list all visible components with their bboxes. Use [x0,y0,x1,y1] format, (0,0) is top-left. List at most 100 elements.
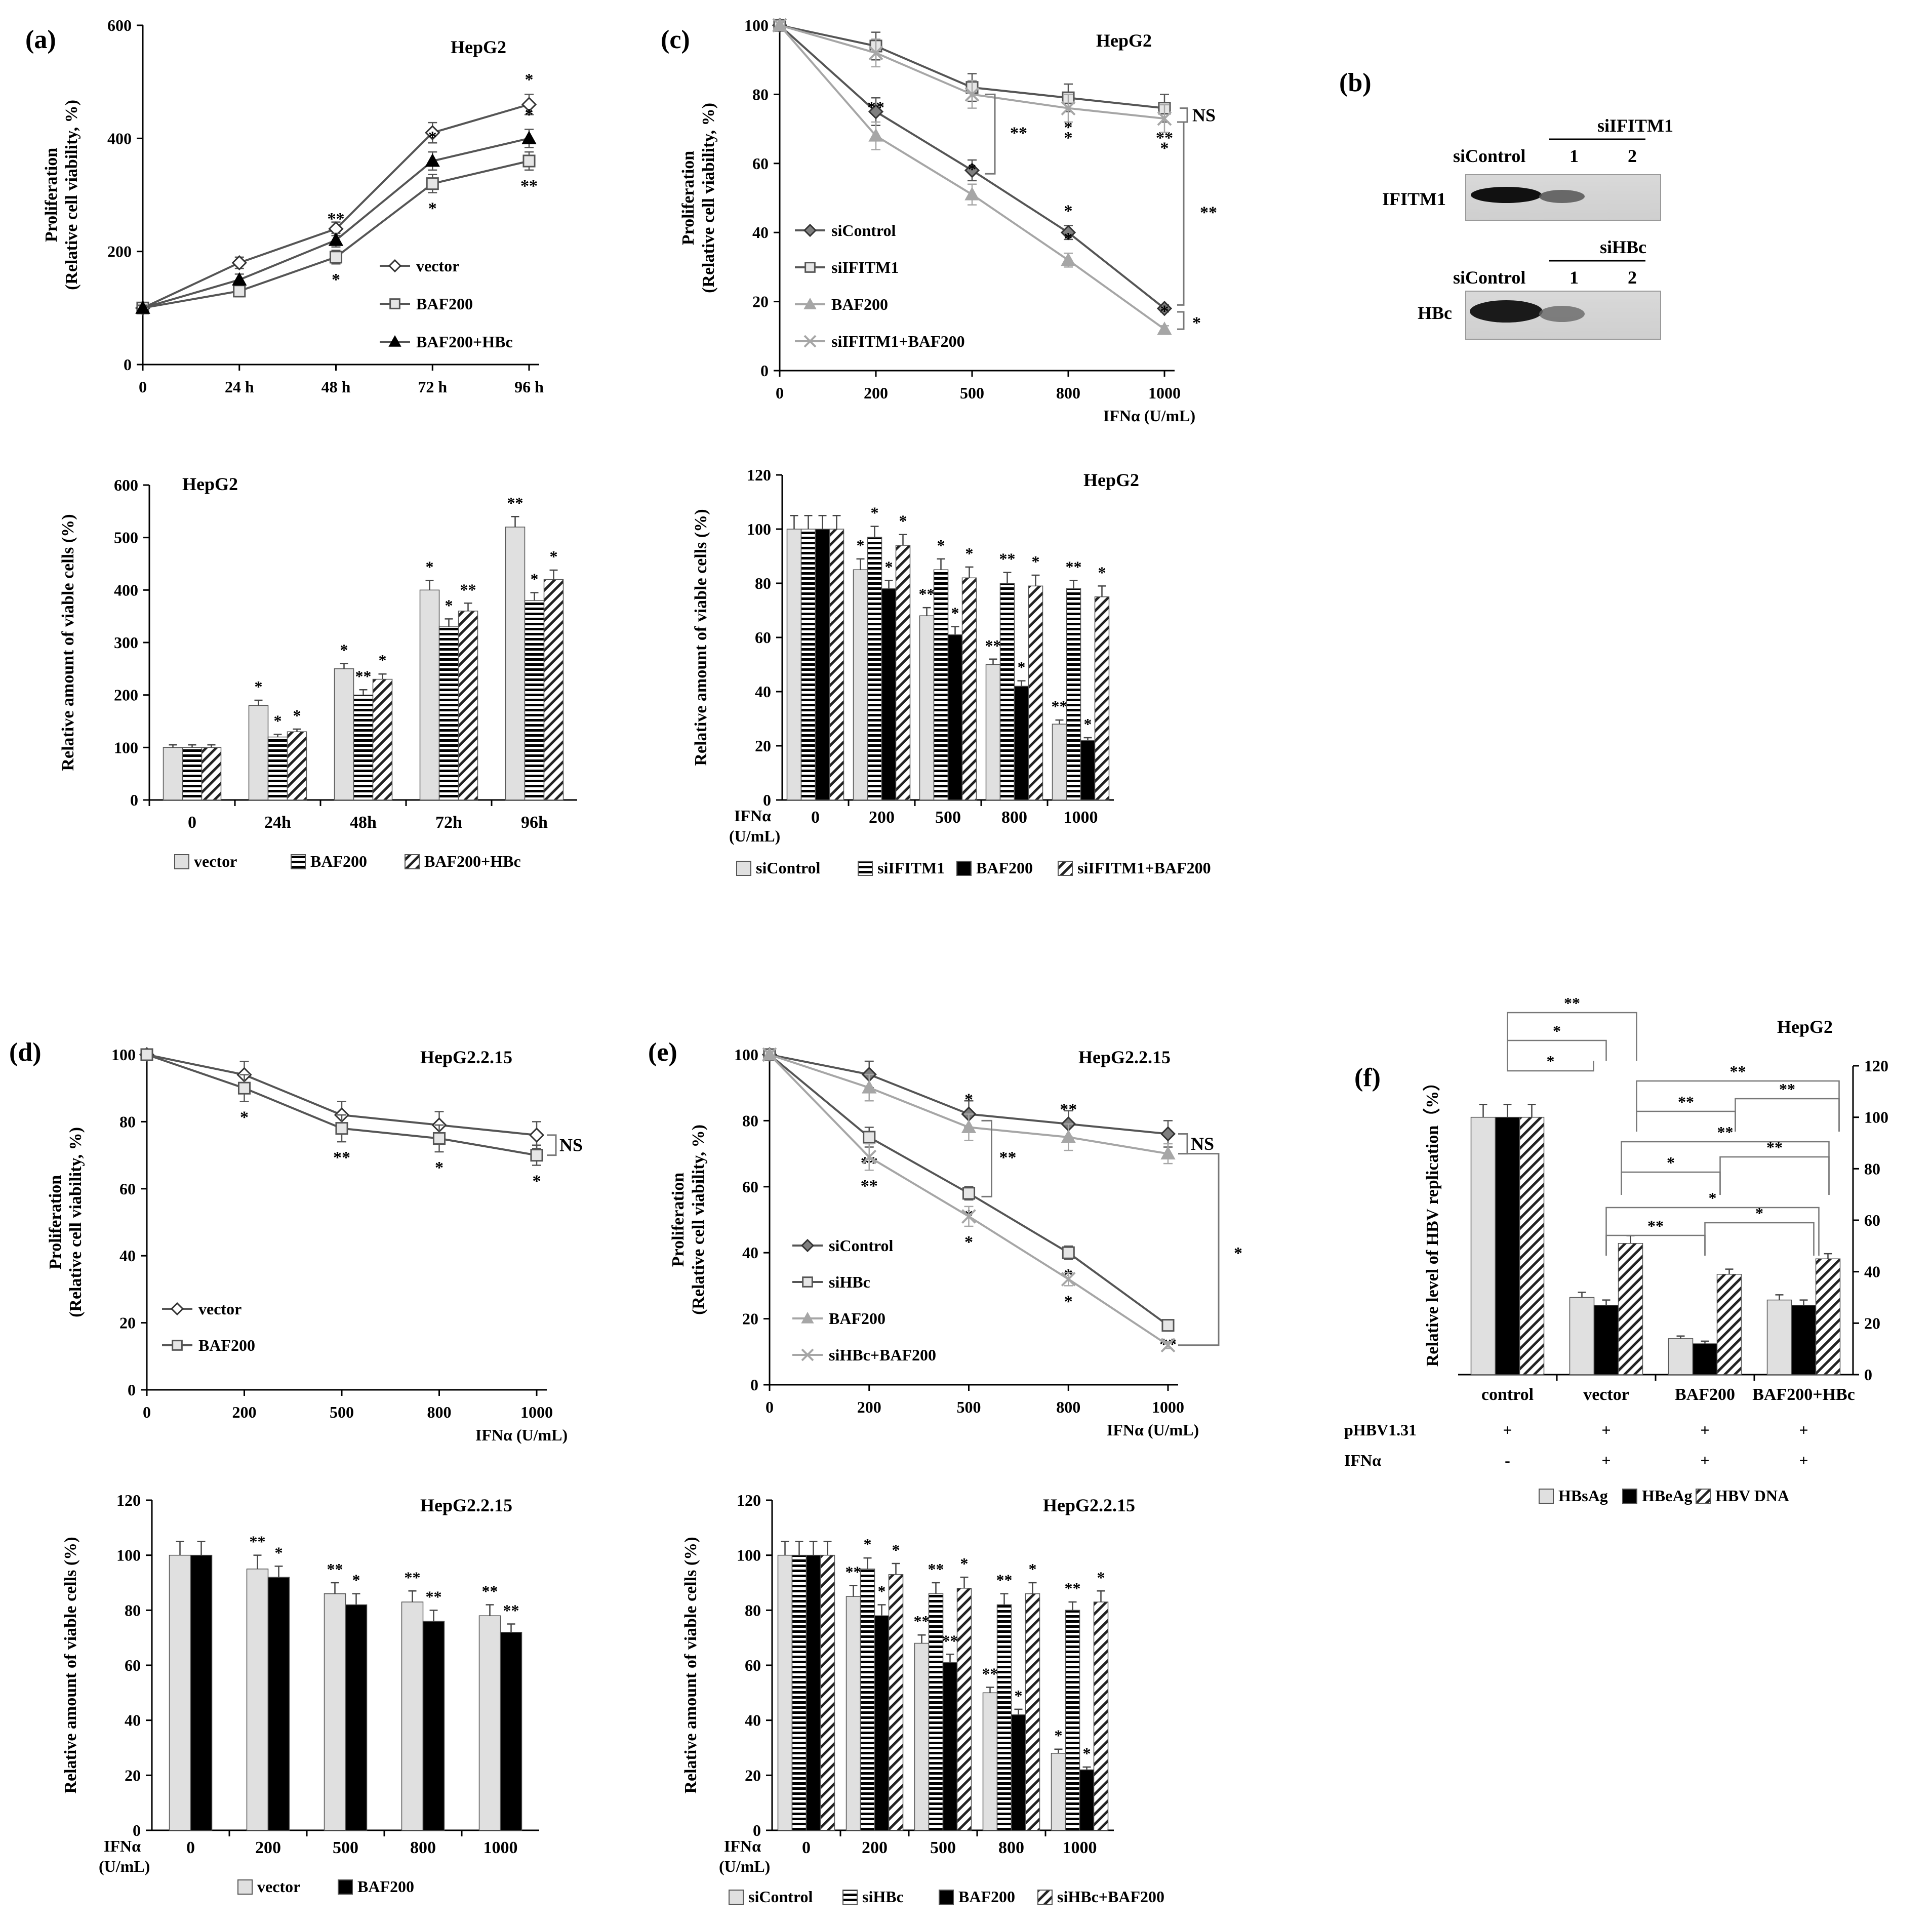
blot-ifitm1-protein-label: IFITM1 [1382,189,1446,209]
c_bottom-bar-baf200-significance: * [951,604,959,622]
f-significance-bracket [1621,1171,1721,1195]
a_bottom-bar-baf200-significance: * [274,711,282,730]
f-y-axis-title: Relative level of HBV replication（%） [1422,1074,1442,1367]
f-condition-label: pHBV1.31 [1344,1421,1417,1439]
f-legend-label: HBV DNA [1715,1487,1789,1505]
chart-a-proliferation: 0 200 400 600 0 24 h 48 h 72 h 96 h Proliferation… [42,16,544,396]
chart-f-hbv-replication: 0 20 40 60 80 100 120 control vector BAF200 BAF200… [1344,994,1888,1505]
a_top-title: HepG2 [451,37,506,57]
c_top-series-sicontrol-significance: * [1064,202,1073,221]
c_bottom-bar-siifitm1-baf200 [829,529,844,800]
a_bottom-bar-baf200-significance: * [445,596,453,614]
a_top-series-baf200-hbc-point [232,272,247,286]
c_bottom-bar-baf200-significance: * [885,558,893,576]
c_top-legend-label: BAF200 [831,295,888,313]
c_bottom-bar-siifitm1-baf200-significance: * [965,544,974,563]
f-condition-value: - [1505,1451,1510,1469]
d_top-x-axis-title: IFNα (U/mL) [475,1426,568,1444]
d_bottom-bar-vector-significance: ** [327,1560,343,1578]
c_top-series-sicontrol-point [1156,301,1173,316]
e_bottom-x-axis-unit: (U/mL) [719,1857,770,1875]
a_top-series-baf200-hbc-point [135,300,150,314]
a_top-x-tick-label: 72 h [418,378,447,396]
e_bottom-bar-sicontrol-significance: ** [982,1664,998,1682]
c_top-series-siifitm1-baf200-point [772,18,787,33]
c_bottom-y-axis-title: Relative amount of viable cells (%) [692,509,710,766]
c_top-y-tick-label: 100 [744,16,769,34]
e_bottom-bar-sihbc-error-bar [932,1582,940,1594]
c_bottom-x-tick-label: 1000 [1064,808,1098,827]
e_bottom-y-tick-label: 20 [745,1766,761,1784]
f-bar-hbeag [1791,1305,1817,1375]
e_bottom-legend-label: BAF200 [958,1888,1015,1906]
a_top-x-tick-label: 48 h [321,378,351,396]
e_bottom-x-tick-label: 500 [930,1838,956,1857]
a_top-series-vector-point [521,97,537,112]
c_bottom-bar-baf200-error-bar [1017,680,1026,687]
f-y-tick-label: 80 [1864,1159,1880,1178]
c_bottom-bar-baf200 [815,529,830,800]
f-significance-bracket [1719,1156,1830,1195]
c_top-x-tick-label: 800 [1056,384,1080,402]
c_bottom-bar-siifitm1-significance: ** [1066,558,1082,576]
c_bottom-x-tick-label: 800 [1001,808,1027,827]
e_bottom-bar-sihbc [791,1554,807,1831]
c_bottom-y-tick-label: 120 [747,466,771,484]
e_bottom-bar-baf200-error-bar [1082,1766,1091,1770]
c_bottom-bar-siifitm1-significance: * [937,536,945,554]
c_bottom-bar-siifitm1-significance: ** [999,550,1016,568]
c_top-500-bracket [985,93,996,175]
c_top-500-significance: ** [1010,124,1027,142]
a_bottom-x-tick-label: 24h [264,813,291,832]
c_top-series-siifitm1-baf200-point [1157,111,1172,126]
e_top-series-sihbc-baf200-point [961,1209,976,1224]
c_bottom-legend-label: siIFITM1 [877,859,945,877]
e_bottom-bar-sihbc-significance: ** [996,1571,1013,1589]
a_bottom-x-tick-label: 96h [521,813,548,832]
e_bottom-bar-baf200-significance: * [878,1582,886,1600]
a_bottom-y-tick-label: 600 [114,476,138,494]
c_top-legend-label: siControl [831,221,896,239]
e_bottom-y-tick-label: 0 [753,1821,761,1839]
e_top-500-bracket [981,1119,992,1197]
a_bottom-bar-baf200-hbc-significance: * [379,651,387,669]
e_bottom-bar-sihbc-baf200-significance: * [892,1541,900,1559]
d_bottom-x-axis-title: IFNα [104,1837,141,1855]
f-significance-label: ** [1647,1217,1664,1235]
e_bottom-bar-sihbc-baf200 [956,1588,972,1831]
e_top-y-tick-label: 60 [742,1178,758,1196]
d_bottom-y-tick-label: 0 [133,1821,141,1839]
e_bottom-title: HepG2.2.15 [1043,1495,1135,1515]
a_top-series-vector-point [231,255,247,271]
c_bottom-bar-sicontrol-significance: ** [985,636,1001,655]
e_bottom-bar-sicontrol [914,1642,930,1831]
e_top-y-axis-title: Proliferation [669,1173,688,1267]
c_top-series-baf200-point [1157,322,1172,335]
d_bottom-bar-vector [246,1569,269,1831]
c_top-x-tick-label: 200 [864,384,888,402]
e_bottom-bar-baf200-error-bar [1014,1708,1023,1715]
f-significance-label: * [1547,1052,1555,1070]
c_bottom-bar-sicontrol [919,615,935,800]
a_top-series-baf200-point [522,154,536,168]
f-bar-hbv-dna-error-bar [1626,1235,1635,1244]
a_bottom-bar-baf200-hbc [543,579,564,800]
a_bottom-y-tick-label: 100 [114,738,138,756]
f-significance-bracket [1636,1080,1840,1132]
c_top-series-siifitm1-baf200-point [1061,101,1076,116]
f-significance-label: * [1709,1189,1717,1207]
a_top-series-baf200-point [329,251,343,264]
c_bottom-bar-sicontrol-significance: * [857,536,865,554]
d_bottom-bar-baf200 [345,1604,368,1831]
d_bottom-bar-baf200-error-bar [507,1623,515,1632]
f-significance-bracket [1621,1141,1830,1195]
a_bottom-bar-vector-error-bar [169,744,177,748]
c_bottom-bar-sicontrol-error-bar [790,515,798,529]
d_bottom-y-tick-label: 40 [125,1711,141,1730]
e_bottom-y-tick-label: 100 [737,1546,761,1565]
f-bar-hbeag [1692,1343,1718,1375]
a_top-legend-label: BAF200 [416,295,473,313]
c_top-series-sicontrol-point [964,163,980,178]
blot-ifitm1-lane-1: 1 [1569,146,1579,166]
